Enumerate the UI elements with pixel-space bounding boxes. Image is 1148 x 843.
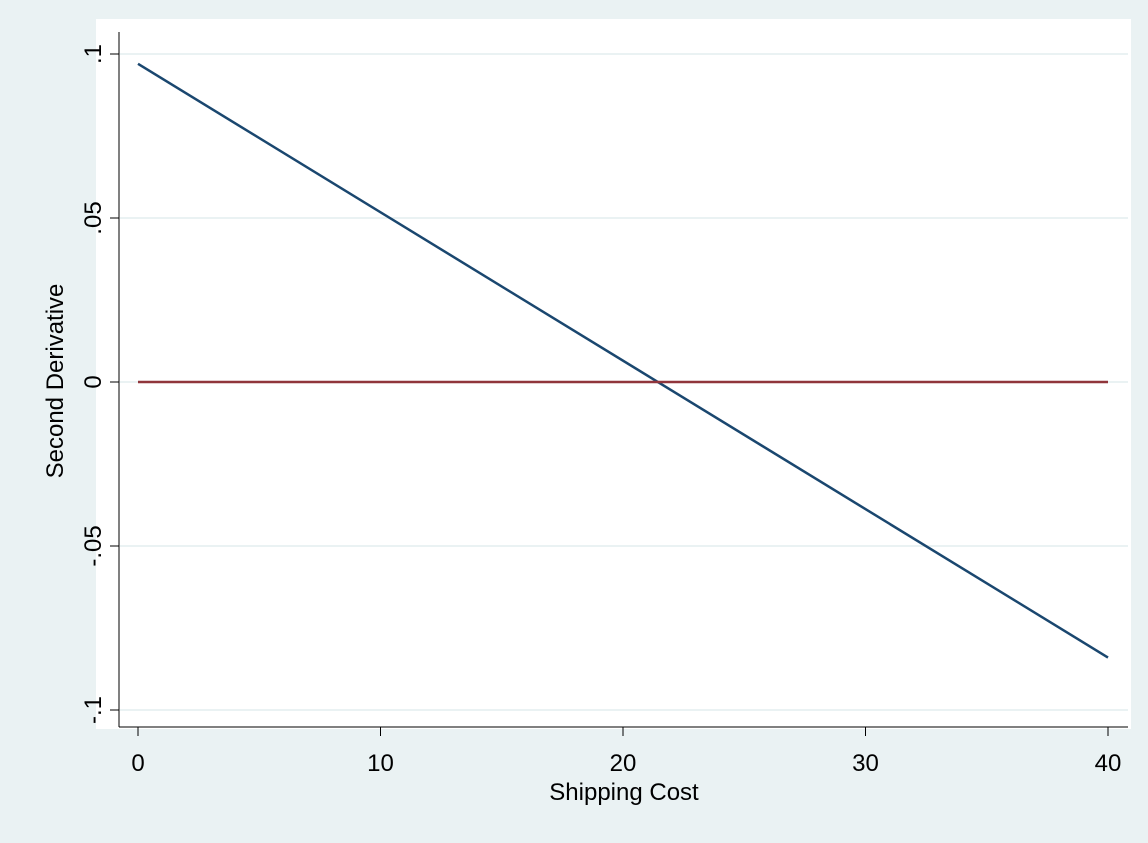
y-tick-label: 0 xyxy=(80,375,107,388)
x-tick-label: 20 xyxy=(610,750,637,777)
x-axis-title: Shipping Cost xyxy=(549,779,699,806)
x-tick-label: 30 xyxy=(852,750,879,777)
x-axis-ticks: 0 10 20 30 40 xyxy=(131,727,1121,777)
y-tick-label: .05 xyxy=(80,201,107,234)
series-line-second-derivative xyxy=(137,62,1109,659)
y-tick-label: .1 xyxy=(80,44,107,64)
y-axis-ticks: -.1 -.05 0 .05 .1 xyxy=(80,44,119,724)
y-tick-label: -.1 xyxy=(80,696,107,724)
series-layer xyxy=(137,62,1109,659)
x-tick-label: 0 xyxy=(131,750,144,777)
y-axis-title: Second Derivative xyxy=(42,284,69,479)
x-tick-label: 40 xyxy=(1095,750,1122,777)
x-tick-label: 10 xyxy=(367,750,394,777)
plot-area xyxy=(96,19,1131,729)
y-tick-label: -.05 xyxy=(80,525,107,566)
